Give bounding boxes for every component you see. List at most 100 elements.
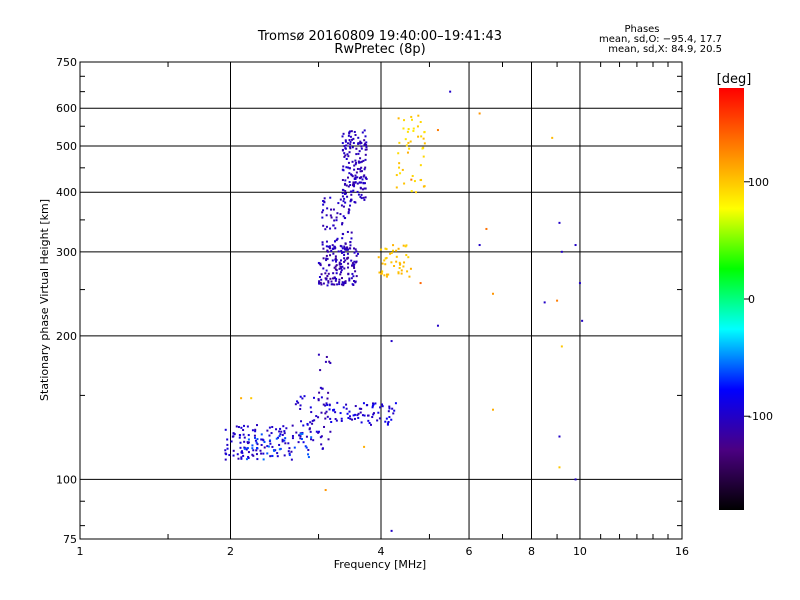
data-point <box>322 209 325 212</box>
data-point <box>385 273 388 276</box>
y-axis-label: Stationary phase Virtual Height [km] <box>38 199 51 401</box>
data-point <box>397 271 400 274</box>
data-point <box>230 440 233 443</box>
data-point <box>339 198 342 201</box>
data-point <box>359 411 362 414</box>
data-point <box>338 281 341 284</box>
data-point <box>354 133 357 136</box>
data-point <box>385 248 388 251</box>
data-point <box>263 446 266 449</box>
data-point <box>317 416 320 419</box>
data-point <box>393 264 396 267</box>
data-point <box>235 425 238 428</box>
data-point <box>384 247 387 250</box>
data-point <box>351 272 354 275</box>
data-point <box>338 278 341 281</box>
data-point <box>319 386 322 389</box>
data-point <box>354 261 357 264</box>
data-point <box>415 191 418 194</box>
data-point <box>357 160 360 163</box>
data-point <box>411 174 414 177</box>
data-point <box>243 440 246 443</box>
data-point <box>352 275 355 278</box>
data-point <box>345 407 348 410</box>
data-point <box>328 245 331 248</box>
data-point <box>299 435 302 438</box>
data-point <box>310 438 313 441</box>
data-point <box>340 259 343 262</box>
data-point <box>327 264 330 267</box>
data-point <box>342 215 345 218</box>
data-point <box>315 430 318 433</box>
data-point <box>290 450 293 453</box>
data-point <box>409 267 412 270</box>
data-point <box>363 182 366 185</box>
data-point <box>317 399 320 402</box>
data-point <box>321 211 324 214</box>
data-point <box>352 189 355 192</box>
data-point <box>395 249 398 252</box>
data-point <box>353 130 356 133</box>
data-point <box>323 425 326 428</box>
data-point <box>344 259 347 262</box>
data-point <box>342 169 345 172</box>
data-point <box>344 179 347 182</box>
data-point <box>449 90 452 93</box>
data-point <box>347 212 350 215</box>
data-point <box>325 257 328 260</box>
data-point <box>247 442 250 445</box>
data-point <box>391 407 394 410</box>
data-point <box>232 432 235 435</box>
data-point <box>390 418 393 421</box>
data-point <box>359 168 362 171</box>
data-point <box>332 277 335 280</box>
data-point <box>278 435 281 438</box>
data-point <box>321 216 324 219</box>
data-point <box>341 149 344 152</box>
data-point <box>347 155 350 158</box>
data-point <box>329 227 332 230</box>
data-point <box>322 200 325 203</box>
data-point <box>390 529 393 532</box>
data-point <box>355 254 358 257</box>
data-point <box>325 240 328 243</box>
data-point <box>325 214 328 217</box>
x-tick-label: 4 <box>378 545 385 558</box>
data-point <box>322 257 325 260</box>
data-point <box>291 437 294 440</box>
data-point <box>347 266 350 269</box>
data-point <box>344 190 347 193</box>
data-point <box>419 282 422 285</box>
data-point <box>351 262 354 265</box>
y-tick-label: 200 <box>56 330 77 343</box>
data-point <box>226 438 229 441</box>
data-point <box>356 414 359 417</box>
data-point <box>350 237 353 240</box>
data-point <box>343 257 346 260</box>
data-point <box>335 419 338 422</box>
data-point <box>324 360 327 363</box>
data-point <box>349 241 352 244</box>
data-point <box>328 247 331 250</box>
data-point <box>304 445 307 448</box>
data-point <box>336 283 339 286</box>
data-point <box>302 424 305 427</box>
colorbar-tick-label: 0 <box>748 293 755 306</box>
data-point <box>299 395 302 398</box>
data-point <box>342 205 345 208</box>
data-point <box>251 453 254 456</box>
data-point <box>319 281 322 284</box>
data-point <box>402 127 405 130</box>
data-point <box>284 442 287 445</box>
data-point <box>268 434 271 437</box>
data-point <box>343 152 346 155</box>
data-point <box>347 256 350 259</box>
x-axis-label: Frequency [MHz] <box>334 558 426 571</box>
data-point <box>320 396 323 399</box>
data-point <box>410 118 413 121</box>
data-point <box>378 271 381 274</box>
data-point <box>352 142 355 145</box>
data-point <box>369 423 372 426</box>
data-point <box>358 407 361 410</box>
data-point <box>342 189 345 192</box>
